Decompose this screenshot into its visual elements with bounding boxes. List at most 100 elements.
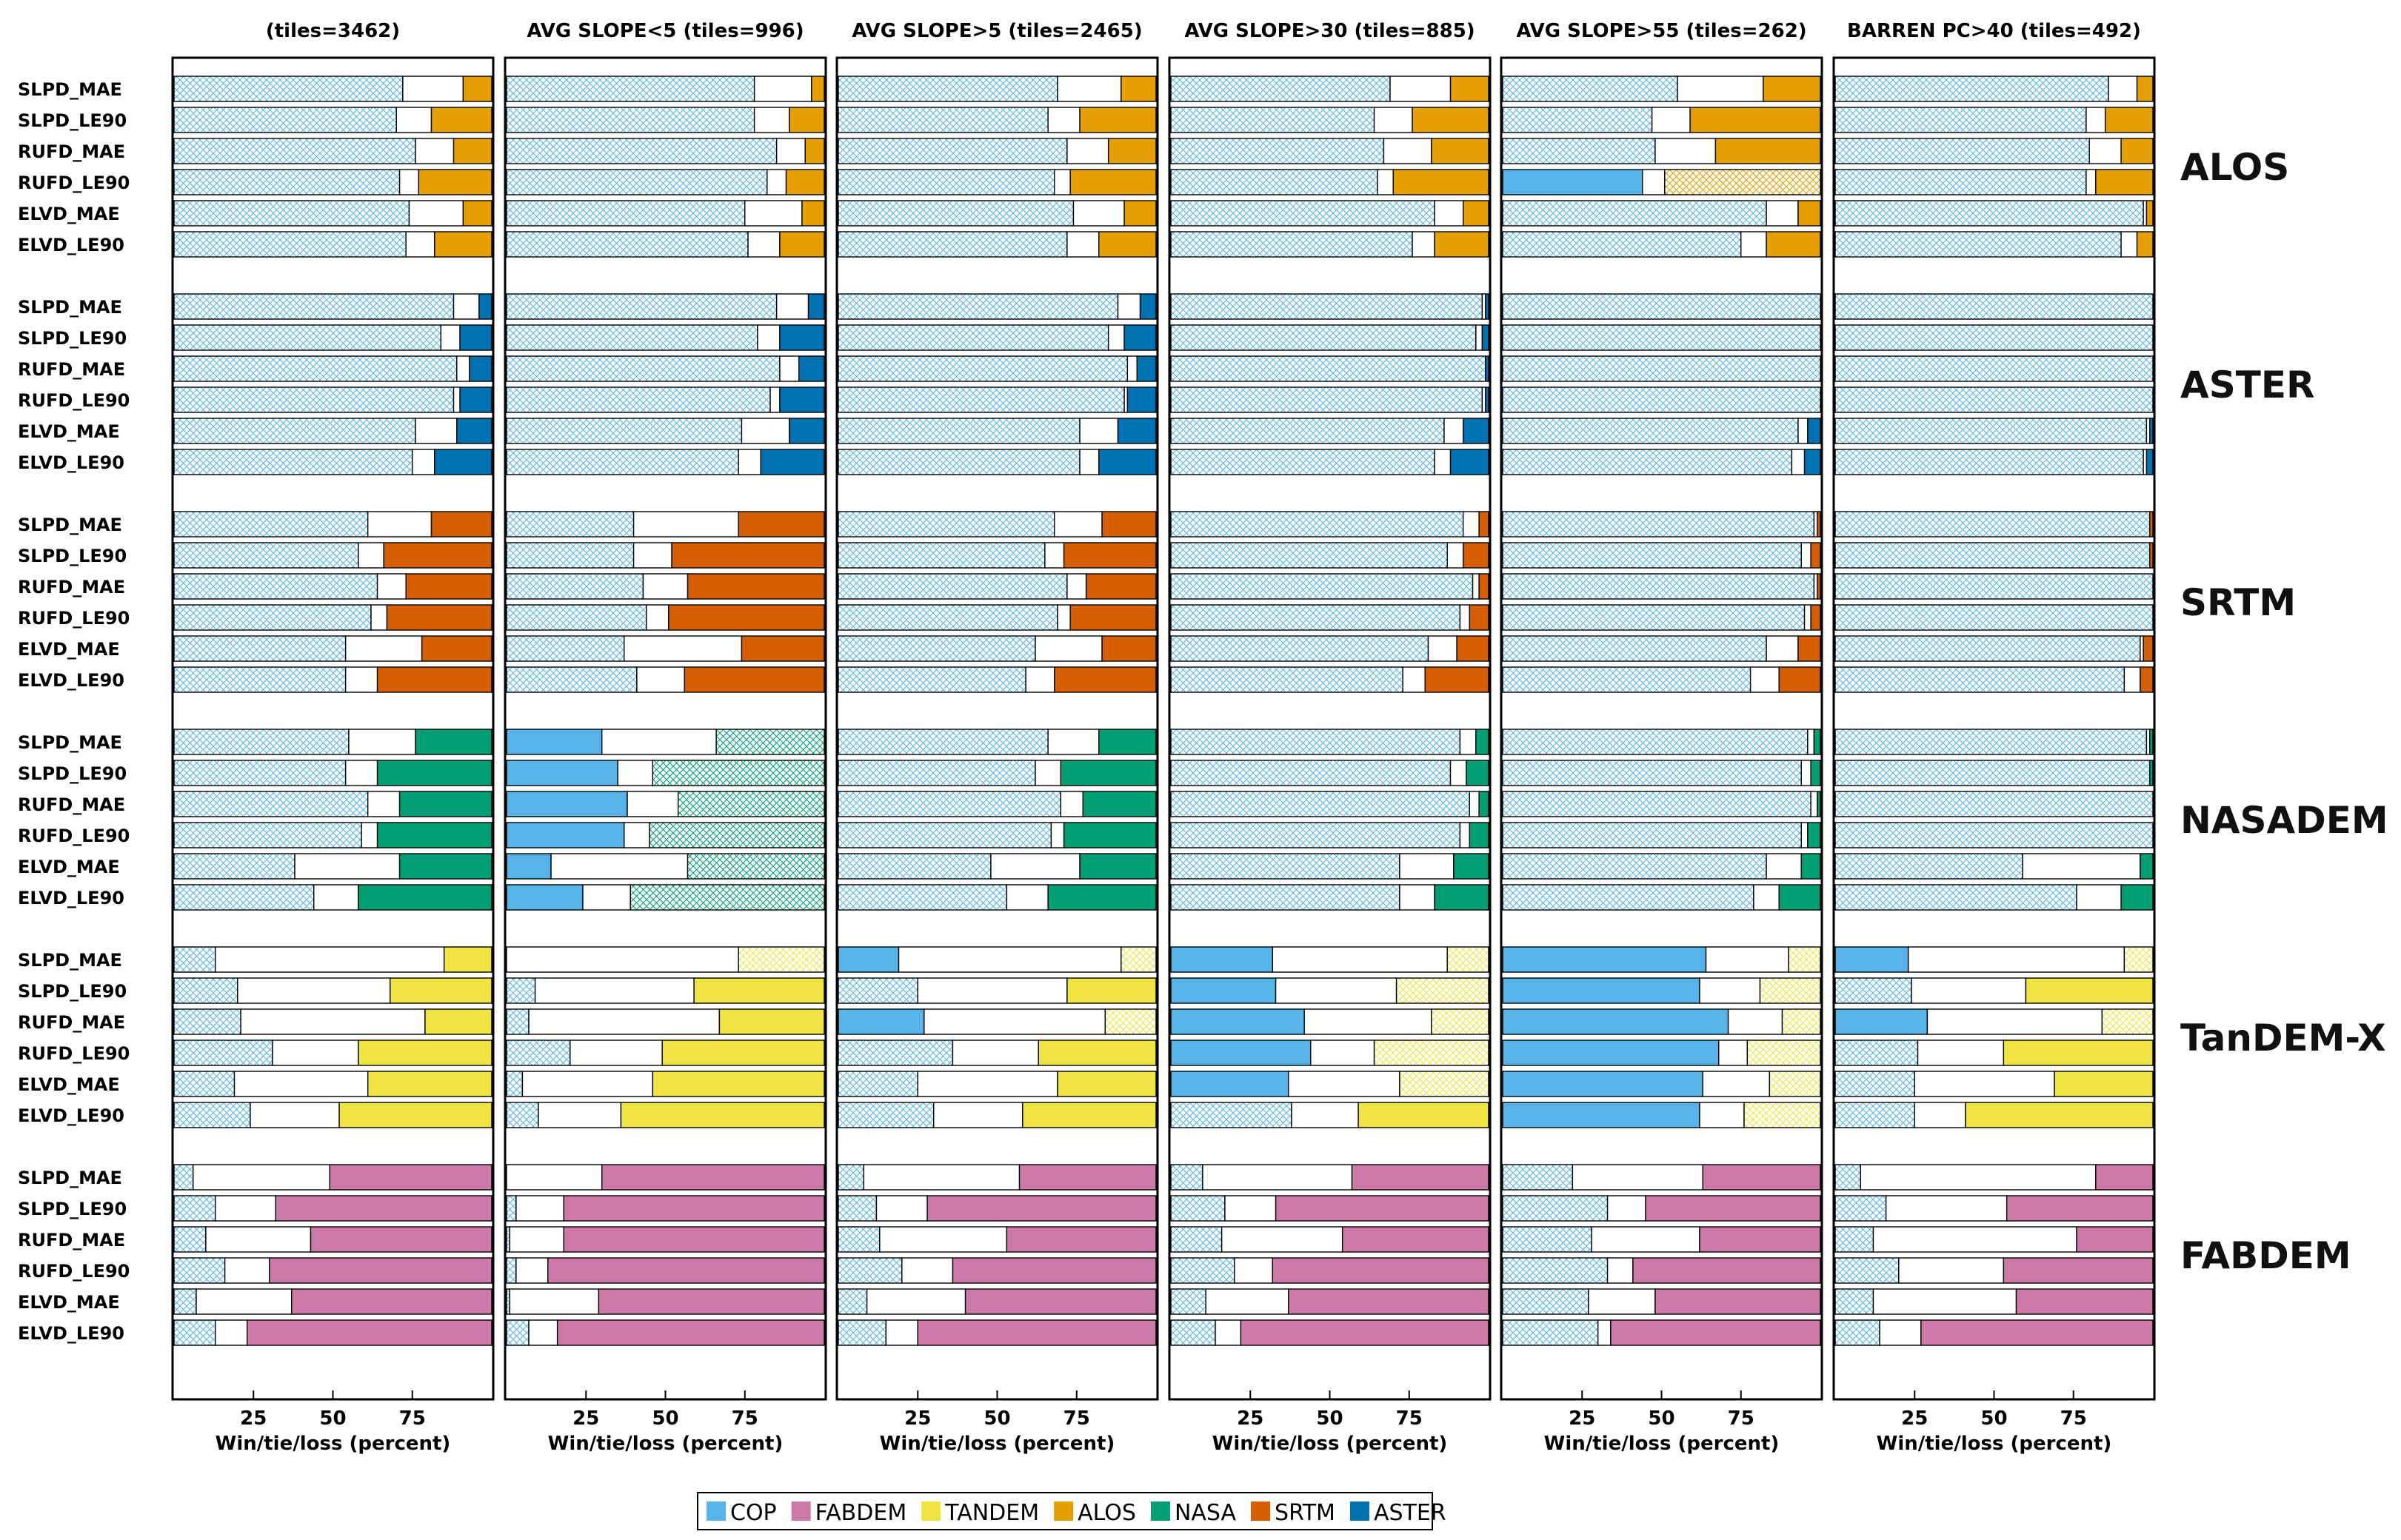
bar-row: [1502, 542, 1821, 569]
bar-loss: [1057, 1071, 1157, 1097]
bar-loss: [2076, 1226, 2154, 1253]
bar-win: [838, 324, 1109, 351]
bar-loss: [1466, 760, 1489, 786]
bar-row: [1502, 138, 1821, 164]
bar-tie: [1800, 760, 1811, 786]
bar-tie: [1234, 1257, 1273, 1284]
bar-tie: [1642, 169, 1666, 195]
x-axis-label: Win/tie/loss (percent): [880, 1433, 1115, 1455]
bar-tie: [515, 1195, 564, 1222]
bar-win: [173, 1040, 273, 1066]
bar-tie: [1107, 324, 1125, 351]
panel-title: (tiles=3462): [266, 20, 400, 42]
bar-row: [506, 1040, 825, 1066]
row-label: SLPD_MAE: [18, 515, 122, 535]
bar-win: [838, 853, 992, 880]
bar-row: [506, 822, 825, 848]
bar-row: [1834, 231, 2154, 258]
bar-tie: [601, 729, 717, 755]
bar-row: [173, 542, 492, 569]
bar-tie: [1885, 1195, 2008, 1222]
bar-loss: [459, 324, 492, 351]
row-label: RUFD_MAE: [18, 794, 125, 815]
bar-tie: [1449, 760, 1467, 786]
bar-win: [506, 169, 768, 195]
bar-tie: [1035, 635, 1103, 662]
bar-tie: [1654, 138, 1717, 164]
bar-win: [1170, 635, 1429, 662]
bar-row: [1170, 1008, 1489, 1035]
bar-loss: [430, 107, 492, 133]
bar-win: [506, 822, 625, 848]
bar-tie: [1753, 884, 1780, 911]
bar-tie: [1810, 791, 1818, 817]
bar-row: [173, 1071, 492, 1097]
bar-loss: [693, 977, 825, 1004]
bar-row: [1502, 76, 1821, 102]
bar-win: [1502, 542, 1802, 569]
legend-swatch: [1251, 1502, 1271, 1521]
bar-tie: [1699, 977, 1761, 1004]
bar-win: [1170, 1319, 1216, 1346]
bar-win: [1170, 324, 1477, 351]
x-tick-label: 50: [1980, 1407, 2007, 1430]
bar-loss: [1449, 76, 1489, 102]
bar-tie: [1272, 946, 1448, 973]
bar-win: [1170, 1195, 1226, 1222]
bar-loss: [671, 542, 825, 569]
bar-loss: [1351, 1164, 1489, 1191]
bar-loss: [1743, 1102, 1821, 1128]
bar-win: [1170, 542, 1448, 569]
bar-loss: [1807, 822, 1821, 848]
bar-tie: [1057, 604, 1071, 631]
bar-loss: [1763, 76, 1821, 102]
bar-win: [1502, 1040, 1720, 1066]
x-tick-label: 75: [399, 1407, 426, 1430]
bar-win: [173, 324, 442, 351]
bar-row: [506, 1288, 825, 1315]
bar-loss: [2101, 1008, 2154, 1035]
row-label: RUFD_LE90: [18, 1261, 130, 1282]
bar-tie: [1079, 418, 1119, 444]
bar-row: [838, 542, 1157, 569]
bar-loss: [563, 1195, 825, 1222]
bar-loss: [2145, 449, 2154, 475]
legend-swatch: [921, 1502, 941, 1521]
bar-row: [838, 231, 1157, 258]
row-label: ELVD_MAE: [18, 421, 120, 442]
bar-win: [173, 822, 362, 848]
bar-tie: [215, 1319, 248, 1346]
legend-entry: COP: [707, 1500, 777, 1526]
bar-loss: [1610, 1319, 1821, 1346]
bar-tie: [2076, 884, 2122, 911]
legend-entry: ASTER: [1349, 1500, 1446, 1526]
bar-row: [506, 791, 825, 817]
bar-row: [1170, 355, 1489, 382]
bar-win: [173, 573, 378, 600]
bar-tie: [1303, 1008, 1432, 1035]
bar-row: [506, 324, 825, 351]
bar-win: [1502, 1195, 1609, 1222]
bar-row: [1502, 1102, 1821, 1128]
bar-tie: [2088, 138, 2122, 164]
bar-row: [1170, 138, 1489, 164]
bar-row: [838, 666, 1157, 693]
bar-row: [173, 822, 492, 848]
bar-loss: [1079, 107, 1157, 133]
bar-row: [838, 604, 1157, 631]
legend-entry: ALOS: [1054, 1500, 1136, 1526]
bar-row: [1170, 1102, 1489, 1128]
bar-win: [1502, 1164, 1574, 1191]
bar-tie: [627, 791, 679, 817]
bar-loss: [1392, 169, 1489, 195]
bar-row: [506, 355, 825, 382]
bar-win: [1502, 1226, 1592, 1253]
bar-win: [1502, 76, 1678, 102]
bar-win: [838, 1102, 935, 1128]
bar-loss: [807, 293, 825, 320]
bar-row: [838, 884, 1157, 911]
bar-row: [838, 1226, 1157, 1253]
row-label: SLPD_LE90: [18, 328, 127, 349]
bar-win: [1502, 293, 1821, 320]
row-label: RUFD_MAE: [18, 141, 125, 162]
